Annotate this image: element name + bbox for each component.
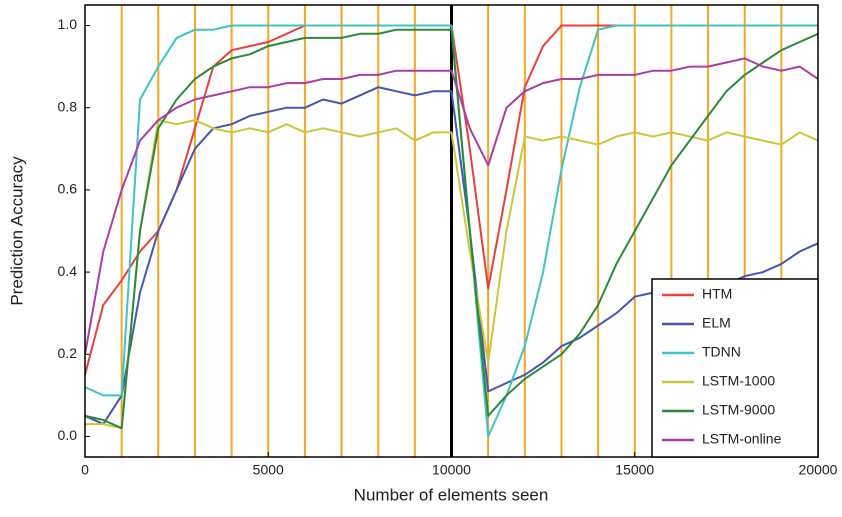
y-tick-label: 1.0 [58,16,78,32]
legend-label: LSTM-online [702,431,782,447]
series-line [84,24,818,438]
legend-box [651,278,819,458]
y-tick-label: 0.8 [58,98,78,114]
legend-label: ELM [702,315,731,331]
legend-label: LSTM-1000 [702,373,775,389]
legend-label: LSTM-9000 [702,402,775,418]
plot-frame [84,4,819,458]
y-tick-label: 0.2 [58,345,78,361]
y-tick-label: 0.0 [58,427,78,443]
series-line [84,28,819,430]
x-tick-label: 15000 [615,462,654,478]
legend-label: TDNN [702,344,741,360]
x-tick-label: 5000 [253,462,284,478]
y-tick-label: 0.6 [58,181,78,197]
x-axis-label: Number of elements seen [354,485,549,504]
y-tick-label: 0.4 [58,263,78,279]
x-tick-label: 20000 [799,462,838,478]
x-tick-label: 10000 [432,462,471,478]
x-tick-label: 0 [81,462,89,478]
y-axis-label: Prediction Accuracy [7,156,26,306]
series-line [85,119,819,430]
legend-label: HTM [702,286,732,302]
series-line [84,57,819,355]
